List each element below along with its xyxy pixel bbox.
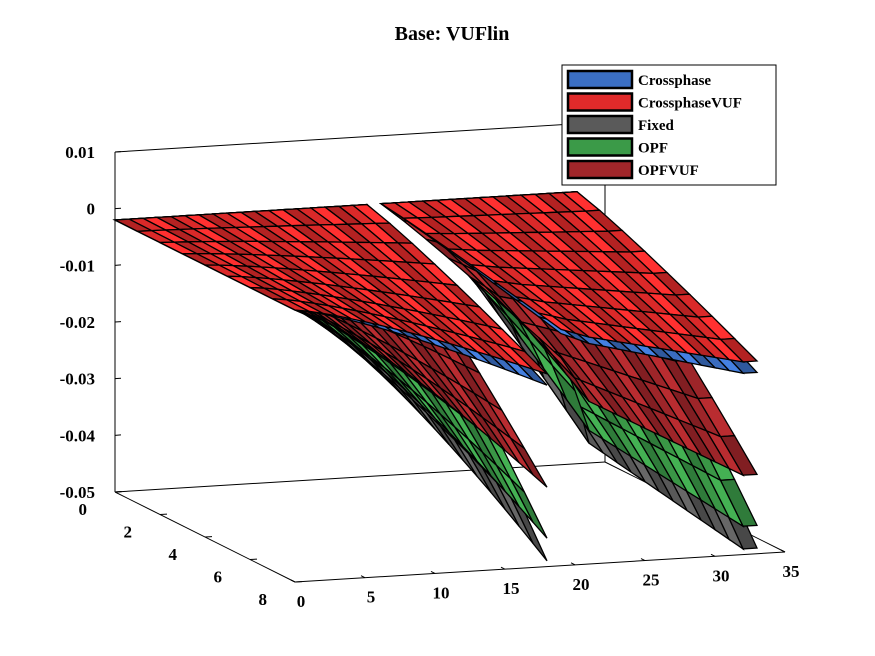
x-tick-mark xyxy=(290,579,296,583)
x-tick-mark xyxy=(780,549,786,553)
z-tick-label: 0.01 xyxy=(65,143,95,162)
x-tick-label: 20 xyxy=(573,575,590,594)
x-tick-label: 25 xyxy=(643,571,660,590)
z-tick-label: -0.01 xyxy=(60,256,95,275)
x-tick-label: 0 xyxy=(297,592,306,611)
x-tick-mark xyxy=(430,570,436,574)
z-tick-label: -0.02 xyxy=(60,313,95,332)
legend-swatch xyxy=(566,69,634,90)
legend: Crossphase CrossphaseVUF Fixed OPF OPFVUF xyxy=(561,64,777,186)
z-tick-label: 0 xyxy=(87,200,96,219)
z-axis-ticks: 0.01 0 -0.01 -0.02 -0.03 -0.04 -0.05 xyxy=(60,143,122,502)
x-tick-mark xyxy=(710,553,716,557)
x-tick-mark xyxy=(360,575,366,579)
x-tick-label: 5 xyxy=(367,588,376,607)
z-tick-label: -0.05 xyxy=(60,483,95,502)
x-axis-ticks: 0 5 10 15 20 25 30 35 xyxy=(290,549,800,611)
chart-title: Base: VUFlin xyxy=(395,23,510,45)
legend-label: Crossphase xyxy=(638,73,711,89)
x-tick-label: 10 xyxy=(433,583,450,602)
x-tick-label: 35 xyxy=(783,562,800,581)
surface-patch xyxy=(272,298,310,312)
legend-label: OPF xyxy=(638,141,668,157)
legend-swatch xyxy=(566,159,634,180)
x-tick-label: 30 xyxy=(713,566,730,585)
z-tick-label: -0.03 xyxy=(60,370,95,389)
surface-patch xyxy=(537,336,576,379)
y-tick-label: 6 xyxy=(214,568,223,587)
x-tick-mark xyxy=(570,562,576,566)
z-tick-label: -0.04 xyxy=(60,426,96,445)
y-tick-label: 4 xyxy=(169,545,178,564)
x-tick-mark xyxy=(500,566,506,570)
surface-patch xyxy=(538,312,576,334)
y-tick-label: 0 xyxy=(79,500,88,519)
back-top-edge xyxy=(114,121,606,153)
y-axis-ticks: 0 2 4 6 8 xyxy=(79,491,303,609)
legend-swatch xyxy=(566,92,634,112)
legend-label: CrossphaseVUF xyxy=(638,96,742,112)
y-tick-label: 8 xyxy=(259,590,268,609)
legend-swatch xyxy=(566,114,634,135)
legend-label: OPFVUF xyxy=(638,163,699,179)
x-tick-mark xyxy=(640,558,646,562)
x-axis-line xyxy=(294,551,786,583)
legend-swatch xyxy=(566,137,634,157)
y-tick-label: 2 xyxy=(124,523,133,542)
surfaces xyxy=(112,191,759,562)
legend-label: Fixed xyxy=(638,118,674,134)
surface-crossphasevuf xyxy=(112,191,759,375)
x-tick-label: 15 xyxy=(503,579,520,598)
